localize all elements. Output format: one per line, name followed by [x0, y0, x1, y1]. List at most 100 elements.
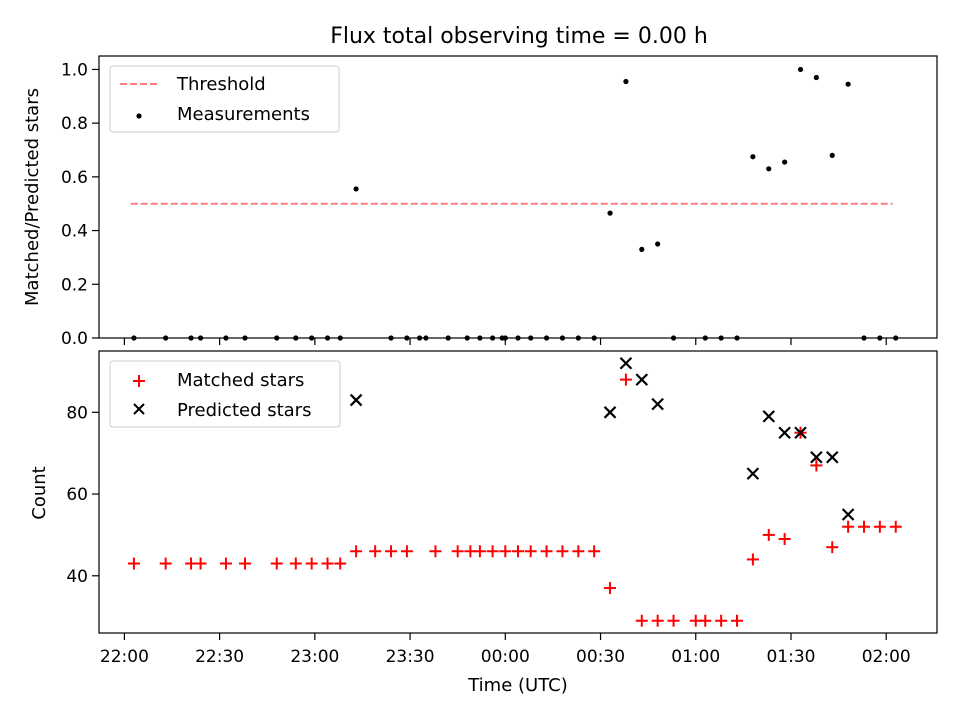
measurement-point [353, 186, 359, 192]
bottom-marks [127, 356, 902, 627]
matched-star-point [873, 520, 886, 533]
matched-star-point [239, 557, 252, 570]
figure-title: Flux total observing time = 0.00 h [330, 24, 708, 49]
measurement-point [655, 241, 661, 247]
top-y-tick-label: 0.6 [61, 168, 88, 188]
legend-predicted-swatch [133, 403, 145, 415]
matched-star-point [321, 557, 334, 570]
matched-star-point [699, 614, 712, 627]
bottom-y-tick-label: 80 [66, 403, 88, 423]
predicted-star-point [794, 426, 807, 440]
predicted-star-point [651, 397, 664, 411]
matched-star-point [524, 545, 537, 558]
matched-star-point [369, 545, 382, 558]
measurement-point [750, 154, 756, 160]
matched-star-point [127, 557, 140, 570]
top-x-ticks [123, 338, 887, 345]
matched-star-point [857, 520, 870, 533]
predicted-star-point [778, 426, 791, 440]
predicted-star-point [746, 467, 760, 480]
top-y-tick-label: 0.8 [61, 114, 88, 134]
matched-star-point [194, 557, 207, 570]
bottom-y-tick-label: 40 [66, 567, 88, 587]
x-tick-label: 23:00 [290, 647, 339, 667]
matched-star-point [334, 557, 347, 570]
matched-star-point [746, 553, 759, 566]
predicted-star-point [825, 450, 839, 464]
matched-star-point [619, 373, 632, 386]
top-legend: Threshold Measurements [109, 65, 340, 133]
matched-star-point [604, 582, 617, 595]
bottom-y-tick-label: 60 [66, 485, 88, 505]
matched-star-point [651, 614, 664, 627]
x-tick-label: 22:00 [100, 647, 149, 667]
matched-star-point [715, 614, 728, 627]
measurement-point [623, 78, 629, 85]
matched-star-point [512, 545, 524, 558]
legend-matched-label: Matched stars [177, 370, 304, 391]
bottom-axes: 40 60 80 22:00 22:30 23:00 23:30 00:00 00:30 01:… [29, 350, 938, 696]
predicted-star-point [841, 508, 855, 521]
top-y-tick-label: 1.0 [61, 60, 88, 80]
matched-star-point [385, 545, 398, 558]
matched-star-point [810, 459, 823, 472]
matched-star-point [486, 545, 499, 558]
bottom-legend: Matched stars Predicted stars [109, 360, 341, 428]
bottom-x-ticks: 22:00 22:30 23:00 23:30 00:00 00:30 01:00 01:30… [100, 633, 911, 667]
measurement-point [813, 74, 819, 81]
matched-star-point [289, 557, 302, 570]
bottom-y-axis-label: Count [29, 466, 50, 519]
matched-star-point [889, 520, 902, 533]
matched-star-point [499, 545, 512, 558]
x-tick-label: 22:30 [195, 647, 244, 667]
matched-star-point [572, 545, 585, 558]
x-tick-label: 01:00 [671, 647, 720, 667]
top-y-tick-label: 0.4 [61, 222, 88, 242]
matched-star-point [400, 545, 413, 558]
matched-star-point [540, 545, 553, 558]
matched-star-point [635, 614, 648, 627]
x-tick-label: 00:00 [481, 647, 530, 667]
top-y-tick-label: 0.0 [61, 329, 88, 349]
matched-star-point [270, 557, 283, 570]
top-axes: 0.0 0.2 0.4 0.6 0.8 1.0 Matched/Predicted sta… [22, 55, 938, 349]
measurement-point [845, 81, 851, 87]
matched-star-point [159, 557, 172, 570]
predicted-star-point [619, 356, 633, 370]
matched-star-point [842, 520, 855, 533]
legend-matched-swatch [133, 375, 145, 387]
matched-star-point [305, 557, 318, 570]
matched-star-point [826, 541, 839, 554]
matched-star-point [473, 545, 486, 558]
measurement-point [766, 166, 772, 172]
x-tick-label: 01:30 [766, 647, 815, 667]
top-y-tick-label: 0.2 [61, 275, 88, 295]
measurement-point [639, 246, 645, 252]
legend-measurements-label: Measurements [177, 104, 310, 125]
matched-star-point [667, 614, 680, 627]
matched-star-point [556, 545, 569, 558]
predicted-star-point [603, 406, 617, 419]
measurement-point [607, 210, 613, 216]
top-y-ticks: 0.0 0.2 0.4 0.6 0.8 1.0 [61, 60, 99, 349]
x-tick-label: 23:30 [386, 647, 435, 667]
legend-predicted-label: Predicted stars [177, 400, 311, 421]
matched-star-point [429, 545, 442, 558]
matched-star-point [731, 614, 744, 627]
matched-star-point [762, 528, 775, 541]
measurement-point [782, 159, 788, 165]
predicted-star-point [810, 450, 823, 464]
predicted-star-point [635, 373, 649, 386]
matched-star-point [588, 545, 601, 558]
matched-star-point [350, 545, 363, 558]
legend-threshold-label: Threshold [176, 74, 266, 95]
x-tick-label: 02:00 [862, 647, 911, 667]
matched-star-point [778, 533, 791, 545]
bottom-y-ticks: 40 60 80 [66, 403, 99, 587]
measurement-point [829, 152, 835, 158]
matched-star-point [219, 557, 232, 570]
measurement-point [797, 66, 804, 73]
legend-measurements-swatch [136, 113, 142, 119]
x-tick-label: 00:30 [576, 647, 625, 667]
